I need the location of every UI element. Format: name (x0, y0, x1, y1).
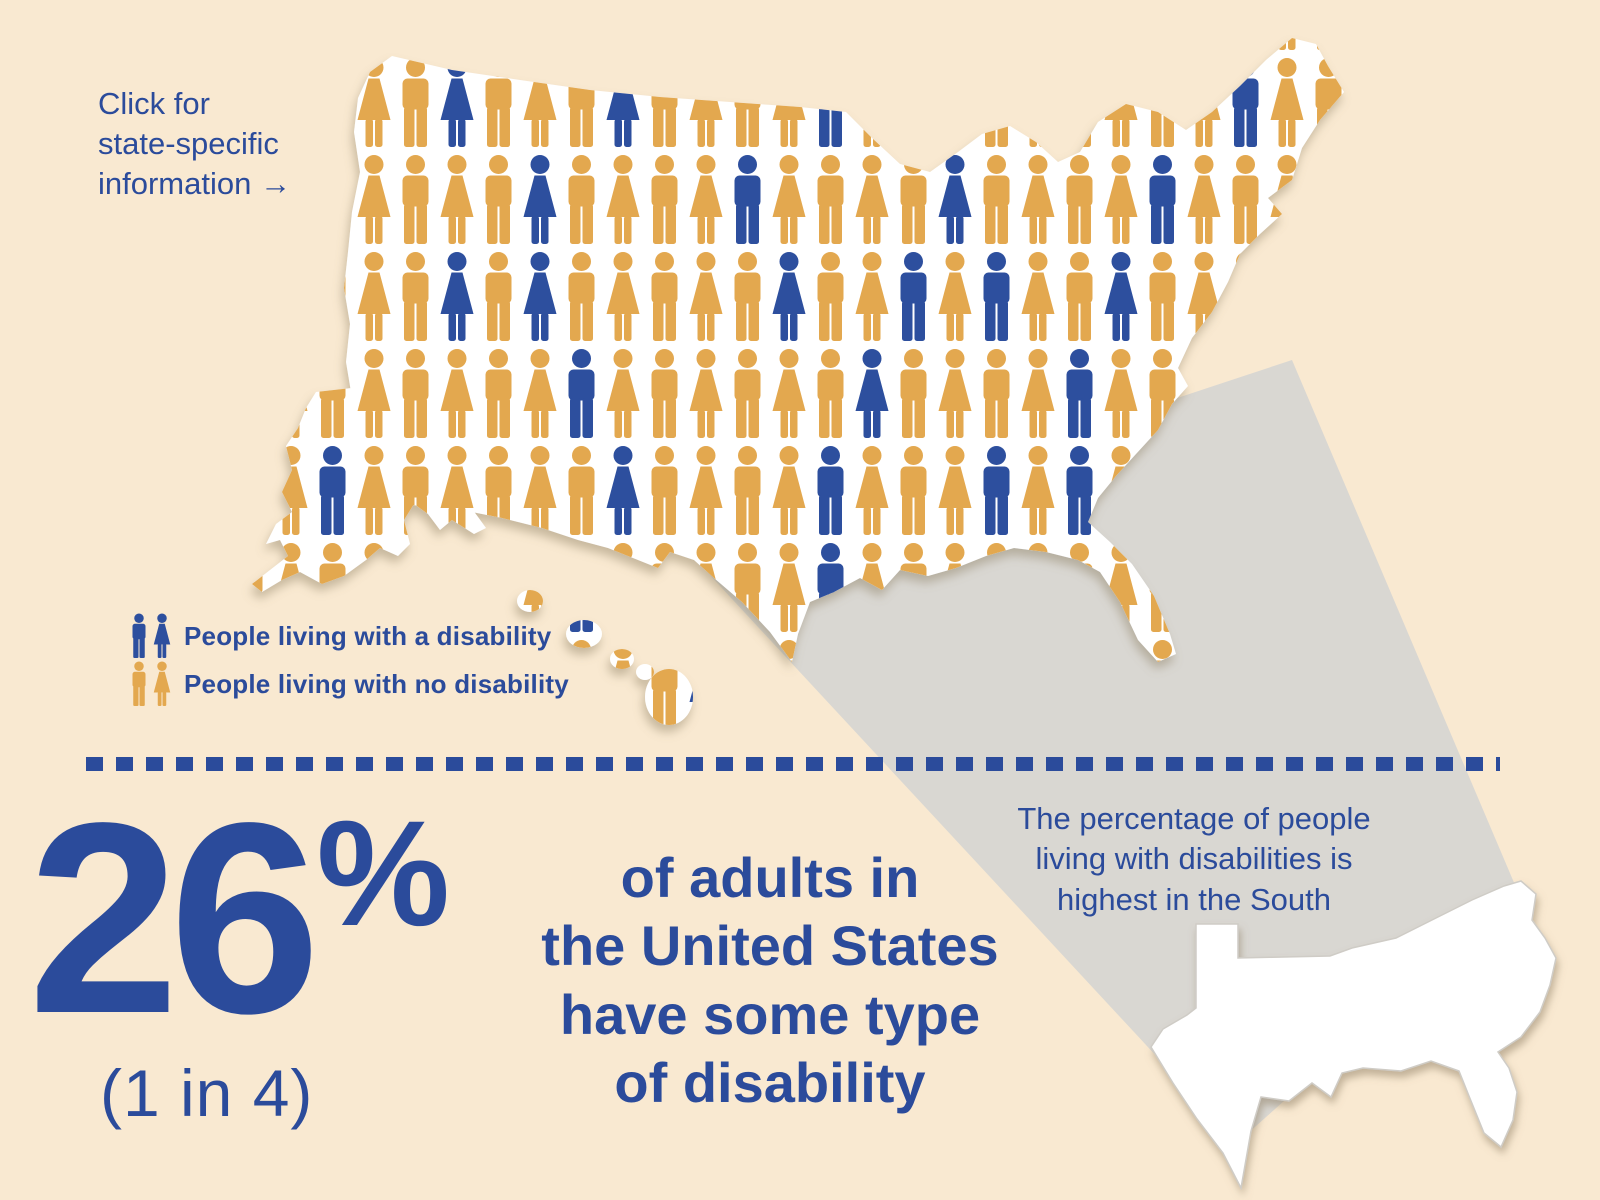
statement-line2: the United States (541, 914, 999, 978)
person-male-icon (319, 58, 346, 147)
person-male-icon (1066, 38, 1093, 50)
person-female-icon (274, 252, 308, 341)
person-female-icon (1021, 38, 1055, 50)
person-male-icon (252, 349, 263, 438)
person-male-icon (900, 38, 927, 50)
person-female-icon (606, 38, 640, 50)
south-caption: The percentage of people living with dis… (988, 799, 1400, 920)
arrow-right-icon: → (259, 165, 291, 201)
stat-value: 26 (28, 766, 321, 1070)
person-female-icon (689, 38, 723, 50)
person-male-icon (1232, 252, 1259, 341)
person-male-icon (817, 38, 844, 50)
person-male-icon (1149, 38, 1176, 50)
south-caption-line1: The percentage of people (1017, 801, 1371, 836)
people-pair-blue-icon (132, 613, 171, 658)
person-female-icon (855, 38, 889, 50)
legend-item-no-disability: People living with no disability (128, 660, 569, 708)
legend-item-disability: People living with a disability (128, 612, 569, 660)
person-male-icon (252, 446, 263, 535)
person-male-icon (485, 38, 512, 50)
person-male-icon (252, 252, 263, 341)
statement: of adults in the United States have some… (528, 844, 1012, 1117)
person-male-icon (1315, 38, 1342, 50)
person-male-icon (900, 58, 927, 147)
person-female-icon (772, 38, 806, 50)
statement-line4: of disability (614, 1050, 926, 1114)
person-male-icon (734, 640, 761, 725)
person-male-icon (1066, 58, 1093, 147)
state-info-line2: state-specific (98, 125, 279, 161)
dashed-divider (86, 757, 1500, 771)
person-male-icon (568, 543, 595, 632)
statement-line1: of adults in (620, 846, 920, 909)
person-male-icon (983, 38, 1010, 50)
person-female-icon (274, 38, 308, 50)
person-male-icon (1315, 155, 1342, 244)
state-info-link[interactable]: Click for state-specific information → (98, 84, 291, 204)
person-male-icon (568, 38, 595, 50)
person-female-icon (440, 38, 474, 50)
south-region-silhouette (1150, 880, 1557, 1191)
people-pair-gold-icon (132, 661, 171, 706)
person-female-icon (938, 58, 972, 147)
person-female-icon (1104, 38, 1138, 50)
person-male-icon (1315, 252, 1342, 341)
person-female-icon (1270, 252, 1304, 341)
person-male-icon (651, 38, 678, 50)
south-caption-line2: living with disabilities is (1035, 841, 1353, 877)
state-info-line3: information → (98, 165, 291, 201)
person-female-icon (357, 38, 391, 50)
person-male-icon (568, 640, 595, 725)
person-female-icon (689, 640, 723, 725)
person-male-icon (402, 38, 429, 50)
legend-label-disability: People living with a disability (184, 620, 552, 651)
person-female-icon (523, 38, 557, 50)
person-female-icon (938, 38, 972, 50)
legend-label-no-disability: People living with no disability (184, 668, 569, 699)
person-male-icon (319, 155, 346, 244)
person-female-icon (1021, 58, 1055, 147)
percent-sign: % (316, 789, 450, 957)
stat-ratio: (1 in 4) (100, 1055, 314, 1130)
person-male-icon (319, 252, 346, 341)
person-male-icon (734, 38, 761, 50)
legend: People living with a disability People l… (128, 612, 569, 708)
person-female-icon (1187, 38, 1221, 50)
person-male-icon (319, 38, 346, 50)
state-info-line1: Click for (98, 86, 210, 121)
person-female-icon (606, 640, 640, 725)
person-male-icon (1232, 38, 1259, 50)
stat-block: 26 % (1 in 4) (28, 766, 450, 1131)
person-male-icon (252, 38, 263, 50)
south-caption-line3: highest in the South (1056, 881, 1332, 917)
statement-line3: have some type (559, 982, 981, 1046)
